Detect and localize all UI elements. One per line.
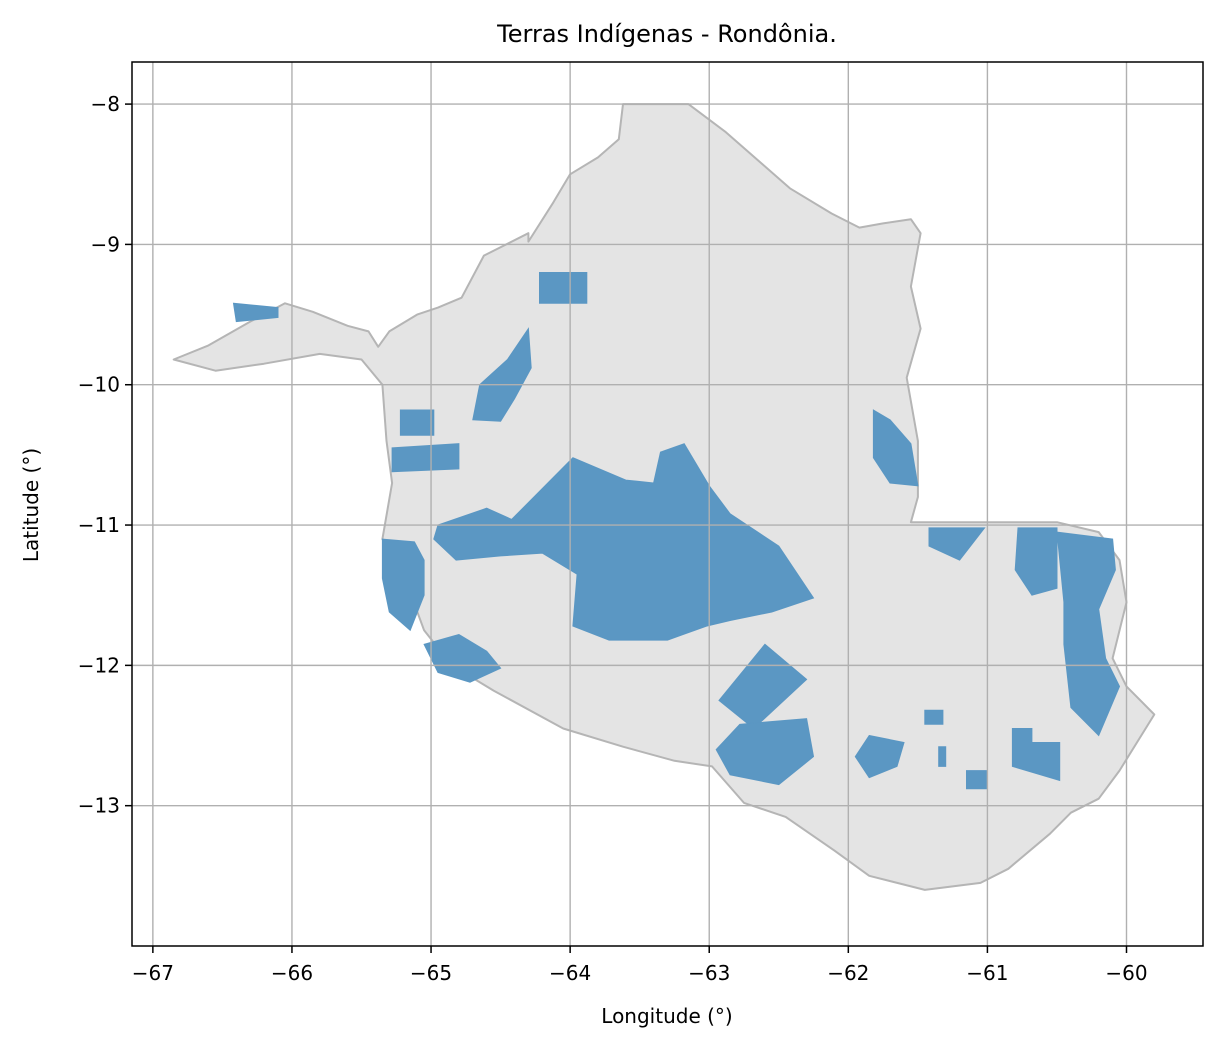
indigenous-land	[381, 538, 425, 632]
chart-title: Terras Indígenas - Rondônia.	[496, 20, 837, 48]
y-tick-label: −9	[91, 232, 120, 256]
x-tick-label: −64	[549, 961, 591, 985]
indigenous-land	[472, 327, 532, 422]
indigenous-land	[928, 527, 986, 561]
x-tick-label: −62	[827, 961, 869, 985]
indigenous-land	[399, 409, 435, 436]
plot-frame	[131, 61, 1204, 947]
y-tick-label: −8	[91, 92, 120, 116]
y-tick-label: −11	[78, 513, 120, 537]
indigenous-land	[966, 770, 988, 790]
y-tick-label: −13	[78, 794, 120, 818]
y-axis-label: Latitude (°)	[19, 448, 43, 562]
y-tick-label: −12	[78, 653, 120, 677]
y-tick-label: −10	[78, 373, 120, 397]
indigenous-land	[1056, 531, 1121, 737]
indigenous-land	[391, 443, 460, 473]
x-tick-label: −65	[410, 961, 452, 985]
indigenous-land	[1014, 527, 1058, 596]
x-tick-label: −66	[271, 961, 313, 985]
indigenous-land	[938, 746, 947, 767]
indigenous-land	[232, 302, 279, 323]
x-tick-label: −63	[688, 961, 730, 985]
indigenous-land	[924, 709, 944, 725]
indigenous-land	[715, 718, 815, 786]
indigenous-land	[872, 409, 919, 487]
indigenous-land	[1011, 728, 1061, 782]
x-tick-label: −67	[132, 961, 174, 985]
indigenous-land	[854, 734, 905, 779]
x-tick-label: −61	[966, 961, 1008, 985]
indigenous-land	[433, 443, 815, 641]
indigenous-land	[539, 272, 588, 304]
plot-area: −67 −66 −65 −64 −63 −62 −61 −60 −8 −9 −10 −11 −12 −13	[78, 61, 1204, 985]
indigenous-land	[423, 633, 502, 683]
x-axis-label: Longitude (°)	[601, 1004, 732, 1028]
x-tick-label: −60	[1105, 961, 1147, 985]
